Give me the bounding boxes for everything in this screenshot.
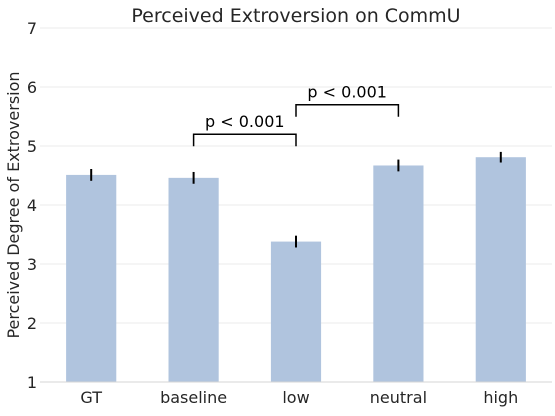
significance-label: p < 0.001 bbox=[307, 83, 387, 102]
x-tick-label: low bbox=[282, 388, 309, 407]
y-tick-label: 5 bbox=[27, 137, 37, 156]
bar-low bbox=[270, 241, 322, 382]
y-tick-label: 4 bbox=[27, 196, 37, 215]
significance-bracket bbox=[295, 103, 400, 117]
chart-title: Perceived Extroversion on CommU bbox=[131, 5, 460, 27]
y-tick-label: 3 bbox=[27, 255, 37, 274]
bar-baseline bbox=[168, 177, 219, 382]
y-tick-label: 7 bbox=[27, 19, 37, 38]
bar-gt bbox=[66, 174, 117, 382]
x-tick-label: high bbox=[483, 388, 518, 407]
x-tick-label: GT bbox=[80, 388, 102, 407]
significance-bracket bbox=[192, 133, 297, 147]
error-bars bbox=[90, 151, 502, 248]
significance-annotations: p < 0.001 p < 0.001 bbox=[192, 83, 400, 147]
bar-neutral bbox=[373, 165, 424, 382]
y-tick-label: 1 bbox=[27, 373, 37, 392]
bar-high bbox=[475, 157, 526, 382]
x-tick-label: neutral bbox=[370, 388, 427, 407]
gridlines bbox=[40, 27, 552, 324]
x-tick-label: baseline bbox=[160, 388, 227, 407]
y-tick-label: 6 bbox=[27, 78, 37, 97]
tick-labels: 1 2 3 4 5 6 7 GT baseline low neutral high bbox=[27, 19, 518, 407]
bars bbox=[66, 157, 526, 382]
y-axis-label: Perceived Degree of Extroversion bbox=[4, 71, 23, 338]
significance-label: p < 0.001 bbox=[205, 112, 285, 131]
y-tick-label: 2 bbox=[27, 314, 37, 333]
